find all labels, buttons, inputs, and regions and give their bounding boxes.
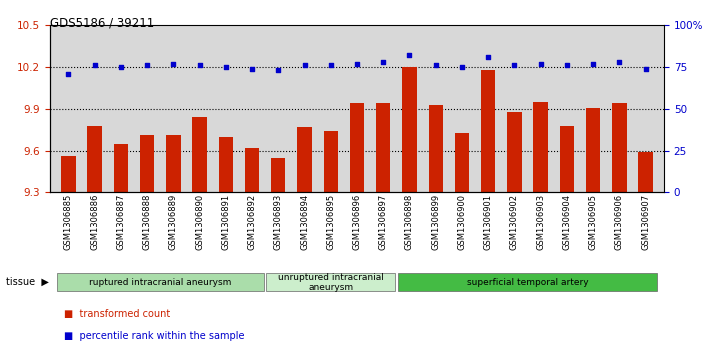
Point [430, 62, 441, 68]
Point [168, 61, 179, 67]
Text: ruptured intracranial aneurysm: ruptured intracranial aneurysm [89, 278, 231, 287]
Bar [612, 103, 627, 192]
Text: unruptured intracranial
aneurysm: unruptured intracranial aneurysm [278, 273, 383, 292]
FancyBboxPatch shape [398, 273, 658, 291]
Bar [192, 117, 207, 192]
Bar [271, 158, 286, 192]
Point [246, 66, 258, 72]
Text: tissue  ▶: tissue ▶ [6, 277, 49, 287]
Point [193, 62, 205, 68]
Bar [586, 107, 600, 192]
Point [220, 64, 231, 70]
Point [561, 62, 573, 68]
Point [63, 71, 74, 77]
Bar [245, 148, 259, 192]
Point [588, 61, 599, 67]
Bar [140, 135, 154, 192]
Point [298, 62, 310, 68]
Bar [455, 132, 469, 192]
Bar [507, 112, 522, 192]
Bar [638, 152, 653, 192]
Point [115, 64, 126, 70]
Point [378, 59, 389, 65]
Point [614, 59, 625, 65]
Point [509, 62, 521, 68]
Bar [218, 137, 233, 192]
Bar [166, 135, 181, 192]
Bar [402, 67, 417, 192]
Bar [428, 105, 443, 192]
Bar [533, 102, 548, 192]
Point [141, 62, 153, 68]
Point [89, 62, 100, 68]
Point [325, 62, 336, 68]
Point [404, 53, 416, 58]
Bar [87, 126, 102, 192]
Bar [114, 144, 128, 192]
Bar [350, 103, 364, 192]
Bar [61, 156, 76, 192]
Point [483, 54, 494, 60]
Point [456, 64, 468, 70]
Text: ■  percentile rank within the sample: ■ percentile rank within the sample [64, 331, 245, 341]
Point [535, 61, 546, 67]
Bar [481, 70, 496, 192]
Text: GDS5186 / 39211: GDS5186 / 39211 [50, 16, 154, 29]
Text: superficial temporal artery: superficial temporal artery [467, 278, 588, 287]
Text: ■  transformed count: ■ transformed count [64, 309, 171, 319]
FancyBboxPatch shape [266, 273, 395, 291]
Bar [376, 103, 391, 192]
Point [273, 68, 284, 73]
Point [351, 61, 363, 67]
Point [640, 66, 651, 72]
FancyBboxPatch shape [56, 273, 264, 291]
Bar [297, 127, 312, 192]
Bar [560, 126, 574, 192]
Bar [323, 131, 338, 192]
